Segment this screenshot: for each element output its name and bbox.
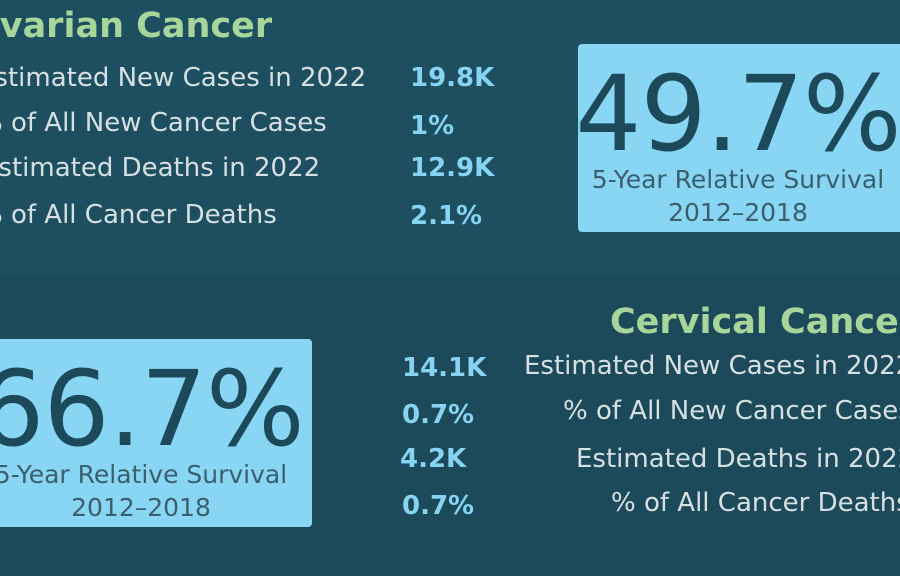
ovarian-survival-box: 49.7% 5-Year Relative Survival 2012–2018 [578,44,900,232]
cervical-survival-box: 66.7% 5-Year Relative Survival 2012–2018 [0,339,312,527]
ovarian-stat-value-deaths: 12.9K [410,153,495,183]
cervical-stat-value-deaths: 4.2K [400,444,467,474]
cervical-stat-value-pct-new-cases: 0.7% [402,400,475,430]
cervical-survival-caption: 5-Year Relative Survival [0,460,288,489]
cervical-survival-years: 2012–2018 [71,493,211,522]
ovarian-stat-label-pct-new-cases: % of All New Cancer Cases [0,108,327,138]
cervical-survival-percent: 66.7% [0,348,305,470]
ovarian-stat-label-deaths: Estimated Deaths in 2022 [0,153,321,183]
ovarian-stat-value-pct-deaths: 2.1% [410,201,483,231]
cervical-stat-label-new-cases: Estimated New Cases in 2022 [524,351,900,381]
ovarian-stat-label-new-cases: Estimated New Cases in 2022 [0,63,367,93]
cervical-stat-value-pct-deaths: 0.7% [402,491,475,521]
ovarian-survival-percent: 49.7% [578,53,900,175]
ovarian-survival-years: 2012–2018 [668,198,808,227]
cervical-stat-label-deaths: Estimated Deaths in 2022 [576,444,900,474]
cervical-stat-value-new-cases: 14.1K [402,353,487,383]
ovarian-stat-value-pct-new-cases: 1% [410,111,455,141]
cervical-stat-label-pct-deaths: % of All Cancer Deaths [611,488,900,518]
ovarian-stat-value-new-cases: 19.8K [410,63,495,93]
cervical-stat-label-pct-new-cases: % of All New Cancer Cases [563,396,900,426]
ovarian-title: Ovarian Cancer [0,6,273,46]
ovarian-stat-label-pct-deaths: % of All Cancer Deaths [0,200,277,230]
cervical-title: Cervical Cancer [610,302,900,342]
ovarian-survival-caption: 5-Year Relative Survival [591,165,885,194]
